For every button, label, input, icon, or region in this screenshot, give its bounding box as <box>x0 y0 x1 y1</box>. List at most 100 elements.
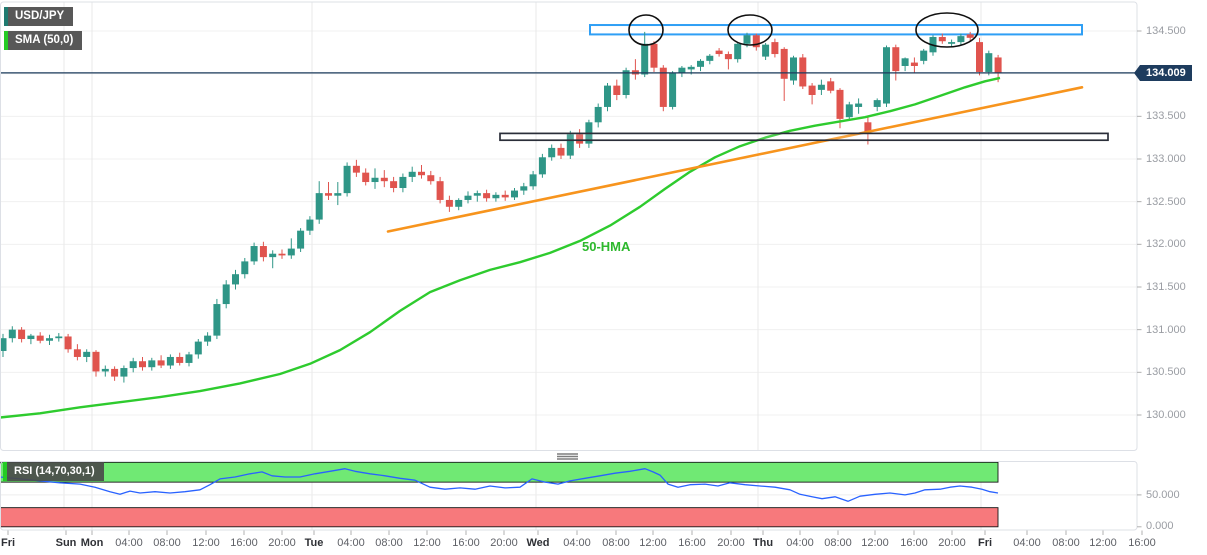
candle-body <box>473 193 481 196</box>
highlight-ellipse[interactable] <box>628 14 664 46</box>
candle-body <box>548 147 556 158</box>
candle-body <box>352 165 360 173</box>
candle-body <box>55 336 63 339</box>
time-tick-label: 16:00 <box>230 537 258 549</box>
candle-body <box>948 42 956 44</box>
candle-body <box>855 103 863 107</box>
price-tick-label: 130.000 <box>1146 409 1186 421</box>
candle-body <box>204 335 212 342</box>
candle-body <box>399 176 407 189</box>
candle-body <box>287 248 295 256</box>
candle-body <box>101 368 109 372</box>
candle-body <box>771 42 779 55</box>
time-tick-label: 04:00 <box>1013 537 1041 549</box>
rsi-label: RSI (14,70,30,1) <box>7 462 104 481</box>
time-day-label: Mon <box>80 537 104 549</box>
candle-body <box>613 85 621 95</box>
candle-body <box>371 177 379 183</box>
time-tick-label: 04:00 <box>563 537 591 549</box>
candle-body <box>669 72 677 107</box>
candle-body <box>194 341 202 355</box>
candle-body <box>687 66 695 70</box>
candle-body <box>697 60 704 67</box>
rsi-oversold-band <box>0 507 999 528</box>
time-tick-label: 12:00 <box>413 537 441 549</box>
price-tick-label: 130.500 <box>1146 366 1186 378</box>
candle-body <box>445 199 453 207</box>
time-day-label: Tue <box>304 537 324 549</box>
candle-body <box>827 81 835 91</box>
price-tick-label: 132.500 <box>1146 196 1186 208</box>
candle-body <box>622 70 630 95</box>
time-tick-label: 12:00 <box>192 537 220 549</box>
candle-body <box>83 351 91 357</box>
candle-body <box>752 35 760 48</box>
candle-body <box>0 338 7 351</box>
time-tick-label: 16:00 <box>900 537 928 549</box>
candle-body <box>743 35 751 44</box>
support-line-box[interactable] <box>499 132 1109 142</box>
candle-body <box>957 36 965 43</box>
candle-body <box>325 193 332 196</box>
price-badge: 134.009 <box>1134 65 1192 81</box>
time-tick-label: 20:00 <box>938 537 966 549</box>
symbol-label: USD/JPY <box>8 7 74 26</box>
time-tick-label: 16:00 <box>452 537 480 549</box>
candle-body <box>976 42 983 72</box>
time-tick-label: 08:00 <box>375 537 403 549</box>
candle-body <box>455 199 463 207</box>
candle-body <box>222 284 230 305</box>
time-tick-label: 20:00 <box>268 537 296 549</box>
candle-body <box>724 54 732 60</box>
candle-body <box>650 43 658 68</box>
candle-body <box>8 329 16 339</box>
candle-body <box>259 246 267 258</box>
candle-body <box>734 43 742 60</box>
candle-body <box>18 329 26 340</box>
candle-body <box>129 361 137 369</box>
price-tick-label: 133.000 <box>1146 153 1186 165</box>
candle-body <box>232 274 239 285</box>
candle-body <box>418 171 425 176</box>
trend-line[interactable] <box>386 86 1084 233</box>
pane-resize-handle[interactable] <box>557 453 578 460</box>
candle-body <box>892 47 900 72</box>
hma-line[interactable] <box>0 76 1001 419</box>
candle-body <box>390 181 398 189</box>
candle-body <box>594 106 602 123</box>
time-tick-label: 16:00 <box>1128 537 1156 549</box>
time-tick-label: 20:00 <box>490 537 518 549</box>
candle-body <box>111 368 119 377</box>
time-day-label: Fri <box>0 537 16 549</box>
time-day-label: Fri <box>977 537 993 549</box>
hma-annotation[interactable]: 50-HMA <box>582 239 631 254</box>
candle-body <box>557 147 565 156</box>
time-day-label: Sun <box>55 537 77 549</box>
time-tick-label: 12:00 <box>861 537 889 549</box>
resistance-zone-box[interactable] <box>589 24 1083 36</box>
candle-body <box>92 351 100 372</box>
time-tick-label: 08:00 <box>1052 537 1080 549</box>
candle-body <box>576 134 584 144</box>
candle-body <box>241 261 249 275</box>
rsi-accent-bar <box>3 462 7 481</box>
candle-body <box>362 172 370 183</box>
price-tick-label: 134.500 <box>1146 25 1186 37</box>
legend-rsi[interactable]: RSI (14,70,30,1) <box>3 462 104 481</box>
candle-body <box>157 360 165 366</box>
sma-accent-bar <box>4 31 8 50</box>
candle-body <box>762 44 770 57</box>
candle-body <box>641 43 649 75</box>
candle-body <box>808 85 816 95</box>
rsi-line <box>0 468 999 502</box>
legend-sma[interactable]: SMA (50,0) <box>4 31 83 50</box>
candle-body <box>883 47 890 104</box>
candle-body <box>938 36 946 42</box>
highlight-ellipse[interactable] <box>915 12 979 48</box>
highlight-ellipse[interactable] <box>727 14 773 46</box>
time-tick-label: 12:00 <box>639 537 667 549</box>
candle-body <box>706 55 714 61</box>
legend-symbol[interactable]: USD/JPY <box>4 7 74 26</box>
time-day-label: Wed <box>526 537 550 549</box>
